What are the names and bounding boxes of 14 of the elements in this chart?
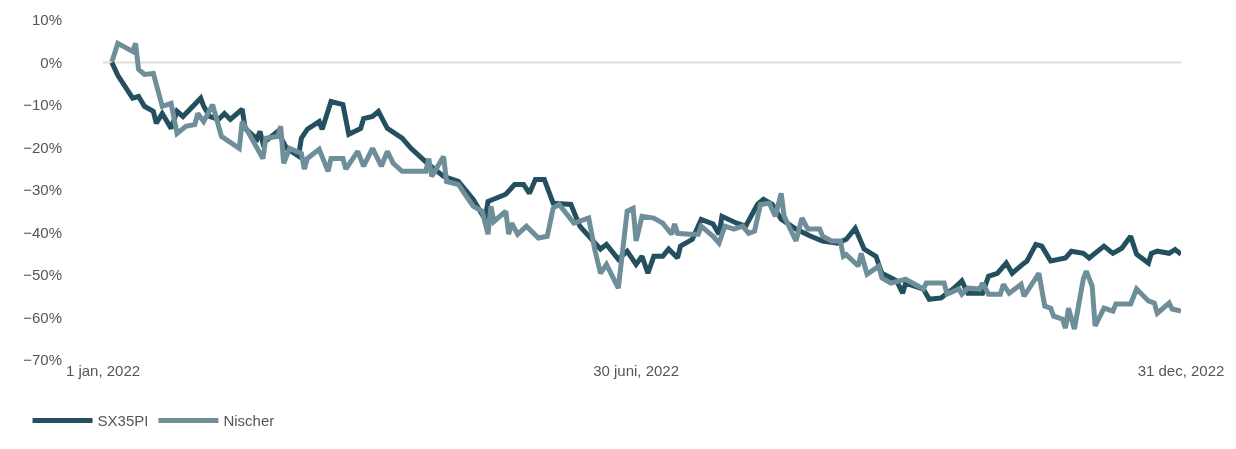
y-tick-label: −30% <box>23 181 62 199</box>
x-tick-label: 30 juni, 2022 <box>593 362 680 379</box>
legend-label: SX35PI <box>97 412 149 430</box>
y-tick-label: −40% <box>23 223 62 241</box>
y-tick-label: −10% <box>23 96 62 114</box>
y-tick-label: −70% <box>23 351 62 369</box>
y-tick-label: 0% <box>40 53 62 71</box>
legend-label: Nischer <box>223 412 275 430</box>
y-tick-label: −60% <box>23 308 62 326</box>
y-tick-label: −50% <box>23 266 62 284</box>
y-tick-label: 10% <box>31 11 62 29</box>
x-tick-label: 1 jan, 2022 <box>65 362 141 379</box>
x-tick-label: 31 dec, 2022 <box>1137 362 1225 379</box>
y-tick-label: −20% <box>23 138 62 156</box>
